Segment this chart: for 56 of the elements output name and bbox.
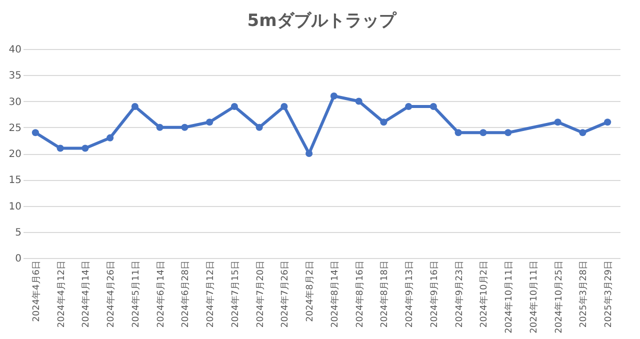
point — [56, 144, 64, 152]
point — [181, 124, 188, 131]
point — [330, 92, 338, 100]
point — [579, 129, 586, 136]
point — [604, 118, 612, 126]
x-tick-label: 2024年9月16日 — [428, 260, 440, 328]
x-tick-label: 2024年4月6日 — [30, 260, 42, 322]
x-tick-label: 2024年5月11日 — [130, 260, 142, 328]
x-tick-label: 2025年3月29日 — [603, 260, 614, 328]
x-tick-label: 2024年8月18日 — [379, 260, 390, 328]
point — [355, 98, 362, 105]
x-tick-label: 2024年8月14日 — [329, 260, 340, 328]
point — [206, 118, 214, 126]
x-tick-label: 2024年7月15日 — [230, 260, 241, 328]
x-tick-label: 2024年7月20日 — [254, 260, 266, 328]
x-tick-label: 2024年6月14日 — [155, 260, 166, 328]
y-tick-label: 10 — [8, 201, 22, 212]
y-tick-label: 40 — [8, 44, 22, 56]
x-tick-label: 2024年10月25日 — [553, 260, 564, 334]
point — [380, 118, 388, 126]
x-tick-label: 2024年10月11日 — [504, 260, 515, 334]
y-tick-label: 20 — [8, 149, 22, 160]
y-tick-label: 15 — [8, 175, 22, 186]
y-tick-label: 25 — [8, 122, 22, 134]
x-tick-label: 2024年10月2日 — [478, 260, 490, 328]
x-tick-label: 2024年8月16日 — [354, 260, 366, 328]
point — [131, 102, 138, 110]
point — [280, 102, 288, 110]
y-tick-label: 5 — [15, 227, 22, 238]
x-tick-label: 2024年8月2日 — [304, 260, 316, 322]
x-tick-label: 2024年4月26日 — [106, 260, 117, 328]
x-tick-label: 2024年7月12日 — [205, 260, 216, 328]
x-tick-label: 2024年7月26日 — [280, 260, 291, 328]
y-tick-label: 30 — [8, 96, 22, 108]
point — [156, 124, 164, 131]
x-tick-label: 2024年4月14日 — [80, 260, 92, 328]
point — [430, 102, 437, 110]
point — [230, 102, 238, 110]
point — [554, 118, 562, 126]
point — [504, 129, 512, 136]
point — [480, 129, 487, 136]
point — [32, 129, 39, 136]
y-tick-label: 35 — [8, 70, 22, 82]
x-tick-label: 2025年3月28日 — [578, 260, 590, 328]
y-tick-label: 0 — [15, 254, 22, 264]
x-tick-label: 2024年9月23日 — [454, 260, 465, 328]
x-tick-label: 2024年9月13日 — [404, 260, 416, 328]
point — [454, 129, 462, 136]
point — [405, 102, 412, 110]
x-tick-label: 2024年10月11日 — [528, 260, 540, 334]
point — [106, 134, 114, 142]
point — [256, 124, 263, 131]
x-tick-label: 2024年4月12日 — [56, 260, 67, 328]
chart-title: 5mダブルトラップ — [247, 11, 397, 31]
point — [82, 144, 89, 152]
x-tick-label: 2024年6月28日 — [180, 260, 192, 328]
